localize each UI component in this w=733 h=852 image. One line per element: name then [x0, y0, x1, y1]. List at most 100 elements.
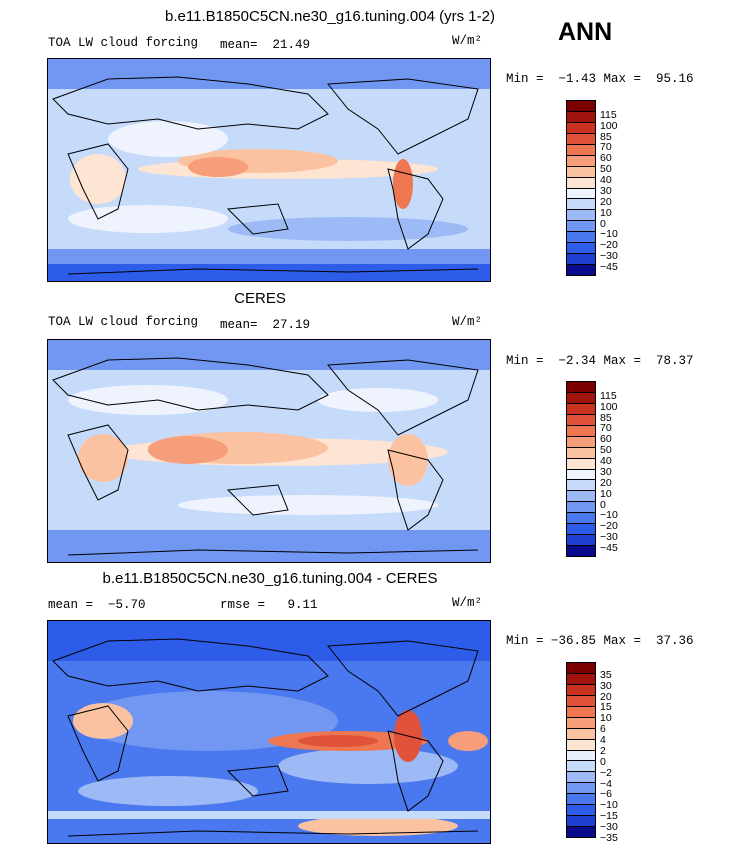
colorbar-tick-label: 100: [600, 400, 618, 413]
colorbar-tick-label: 60: [600, 152, 612, 165]
panel-1-minmax: Min = −1.43 Max = 95.16: [506, 72, 694, 86]
colorbar-swatch: [567, 265, 595, 275]
colorbar-tick-label: −35: [600, 831, 618, 844]
colorbar-swatch: [567, 728, 595, 740]
colorbar-swatch: [567, 816, 595, 828]
colorbar-tick-label: 30: [600, 465, 612, 478]
colorbar-tick-label: 50: [600, 444, 612, 457]
colorbar-swatch: [567, 188, 595, 200]
colorbar-tick-label: −4: [600, 777, 612, 790]
colorbar-swatch: [567, 436, 595, 448]
colorbar-tick-label: 40: [600, 455, 612, 468]
colorbar-swatch: [567, 717, 595, 729]
colorbar-swatch: [567, 144, 595, 156]
colorbar-tick-label: 4: [600, 734, 606, 747]
season-label: ANN: [558, 18, 613, 46]
colorbar-tick-label: 10: [600, 487, 612, 500]
colorbar-swatch: [567, 546, 595, 556]
panel-3-colorbar-ticks: 35 30 20 15 10 6 4 2 0 −2 −4 −6 −10 −15 −30 −35: [600, 666, 660, 843]
colorbar-swatch: [567, 480, 595, 492]
colorbar-swatch: [567, 232, 595, 244]
colorbar-swatch: [567, 221, 595, 233]
colorbar-tick-label: 15: [600, 701, 612, 714]
colorbar-swatch: [567, 535, 595, 547]
colorbar-tick-label: 70: [600, 141, 612, 154]
colorbar-tick-label: −45: [600, 542, 618, 555]
panel-2-minmax: Min = −2.34 Max = 78.37: [506, 354, 694, 368]
colorbar-tick-label: −30: [600, 250, 618, 263]
colorbar-tick-label: 115: [600, 389, 617, 402]
colorbar-tick-label: 60: [600, 433, 612, 446]
colorbar-tick-label: 115: [600, 108, 617, 121]
colorbar-swatch: [567, 805, 595, 817]
colorbar-tick-label: 20: [600, 476, 612, 489]
colorbar-tick-label: −2: [600, 766, 612, 779]
colorbar-tick-label: 100: [600, 119, 618, 132]
panel-2-colorbar: [566, 381, 596, 557]
colorbar-tick-label: 85: [600, 130, 612, 143]
colorbar-tick-label: −20: [600, 239, 618, 252]
colorbar-swatch: [567, 111, 595, 123]
colorbar-swatch: [567, 210, 595, 222]
panel-1-title: b.e11.B1850C5CN.ne30_g16.tuning.004 (yrs…: [165, 8, 495, 25]
colorbar-tick-label: 40: [600, 174, 612, 187]
colorbar-tick-label: −10: [600, 799, 618, 812]
colorbar-tick-label: 70: [600, 422, 612, 435]
panel-3-map: [47, 620, 491, 844]
colorbar-swatch: [567, 783, 595, 795]
colorbar-swatch: [567, 513, 595, 525]
panel-1-colorbar: [566, 100, 596, 276]
colorbar-swatch: [567, 502, 595, 514]
colorbar-swatch: [567, 695, 595, 707]
colorbar-tick-label: −10: [600, 509, 618, 522]
colorbar-tick-label: 10: [600, 712, 612, 725]
colorbar-swatch: [567, 254, 595, 266]
colorbar-swatch: [567, 425, 595, 437]
colorbar-swatch: [567, 524, 595, 536]
colorbar-swatch: [567, 447, 595, 459]
panel-1-mean: mean= 21.49: [220, 38, 311, 52]
panel-3-mean: mean = −5.70: [48, 598, 146, 612]
colorbar-swatch: [567, 794, 595, 806]
colorbar-tick-label: 20: [600, 690, 612, 703]
colorbar-swatch: [567, 663, 595, 674]
colorbar-swatch: [567, 382, 595, 393]
colorbar-swatch: [567, 684, 595, 696]
colorbar-tick-label: −10: [600, 228, 618, 241]
colorbar-swatch: [567, 491, 595, 503]
colorbar-tick-label: 30: [600, 184, 612, 197]
colorbar-swatch: [567, 177, 595, 189]
colorbar-tick-label: −45: [600, 261, 618, 274]
panel-3-units: W/m²: [452, 596, 483, 610]
colorbar-swatch: [567, 122, 595, 134]
colorbar-swatch: [567, 750, 595, 762]
colorbar-swatch: [567, 133, 595, 145]
colorbar-tick-label: 30: [600, 679, 612, 692]
colorbar-swatch: [567, 414, 595, 426]
colorbar-tick-label: −15: [600, 810, 618, 823]
panel-1-units: W/m²: [452, 34, 483, 48]
colorbar-tick-label: 85: [600, 411, 612, 424]
colorbar-tick-label: 0: [600, 217, 606, 230]
colorbar-swatch: [567, 101, 595, 112]
panel-3-rmse: rmse = 9.11: [220, 598, 318, 612]
colorbar-swatch: [567, 403, 595, 415]
panel-2-map: [47, 339, 491, 563]
colorbar-swatch: [567, 166, 595, 178]
panel-3-title: b.e11.B1850C5CN.ne30_g16.tuning.004 - CE…: [102, 570, 438, 587]
colorbar-swatch: [567, 761, 595, 773]
colorbar-tick-label: 10: [600, 206, 612, 219]
panel-1-variable-label: TOA LW cloud forcing: [48, 36, 199, 50]
colorbar-swatch: [567, 243, 595, 255]
colorbar-tick-label: 20: [600, 195, 612, 208]
colorbar-swatch: [567, 392, 595, 404]
panel-2-variable-label: TOA LW cloud forcing: [48, 315, 199, 329]
panel-1-map: [47, 58, 491, 282]
panel-3-colorbar: [566, 662, 596, 838]
panel-2-colorbar-ticks: 115 100 85 70 60 50 40 30 20 10 0 −10 −20 −30 −45: [600, 387, 660, 561]
colorbar-tick-label: 6: [600, 723, 606, 736]
colorbar-tick-label: 0: [600, 498, 606, 511]
colorbar-swatch: [567, 706, 595, 718]
colorbar-swatch: [567, 458, 595, 470]
colorbar-swatch: [567, 199, 595, 211]
